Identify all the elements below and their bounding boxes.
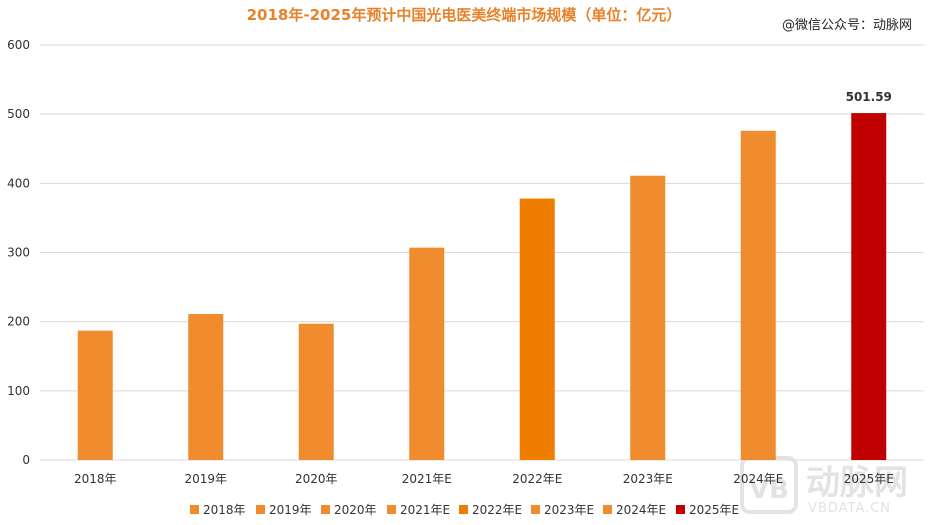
x-tick-label: 2019年 xyxy=(184,472,227,486)
x-tick-label: 2023年E xyxy=(623,472,673,486)
bar xyxy=(851,113,887,460)
bar xyxy=(409,247,445,460)
data-label: 501.59 xyxy=(846,90,892,104)
y-tick-label: 200 xyxy=(7,315,30,329)
watermark-logo-url: VBDATA.CN xyxy=(808,501,891,516)
x-tick-label: 2021年E xyxy=(402,472,452,486)
bars xyxy=(77,113,887,461)
bar xyxy=(519,198,555,461)
bar xyxy=(77,330,113,460)
bar xyxy=(298,323,334,460)
legend-swatch xyxy=(676,505,685,514)
chart-title: 2018年-2025年预计中国光电医美终端市场规模（单位：亿元） xyxy=(247,6,682,24)
legend-swatch xyxy=(321,505,330,514)
watermark-logo: VB 动脉网 VBDATA.CN xyxy=(740,456,908,516)
legend-swatch xyxy=(190,505,199,514)
legend: 2018年 2019年 2020年 2021年E 2022年E 2023年E 2024年E 2… xyxy=(190,503,739,517)
legend-label: 2024年E xyxy=(616,503,666,517)
x-axis: 2018年 2019年 2020年 2021年E 2022年E 2023年E 2024年E 2… xyxy=(74,472,894,486)
x-tick-label: 2025年E xyxy=(844,472,894,486)
gridlines xyxy=(40,44,924,461)
legend-label: 2021年E xyxy=(400,503,450,517)
legend-swatch xyxy=(387,505,396,514)
x-tick-label: 2024年E xyxy=(733,472,783,486)
x-tick-label: 2022年E xyxy=(512,472,562,486)
y-tick-label: 300 xyxy=(7,246,30,260)
bar xyxy=(630,175,666,460)
y-axis: 0 100 200 300 400 500 600 xyxy=(7,38,30,467)
legend-swatch xyxy=(459,505,468,514)
y-tick-label: 500 xyxy=(7,107,30,121)
legend-label: 2019年 xyxy=(269,503,312,517)
watermark-logo-mark-text: VB xyxy=(749,475,789,505)
legend-swatch xyxy=(531,505,540,514)
legend-label: 2020年 xyxy=(334,503,377,517)
legend-label: 2023年E xyxy=(544,503,594,517)
watermark-account-text: @微信公众号：动脉网 xyxy=(782,18,912,33)
legend-swatch xyxy=(603,505,612,514)
bar xyxy=(188,314,224,460)
watermark-logo-text: 动脉网 xyxy=(806,463,908,503)
y-tick-label: 100 xyxy=(7,384,30,398)
y-tick-label: 600 xyxy=(7,38,30,52)
x-tick-label: 2020年 xyxy=(295,472,338,486)
legend-label: 2025年E xyxy=(689,503,739,517)
legend-label: 2022年E xyxy=(472,503,522,517)
x-tick-label: 2018年 xyxy=(74,472,117,486)
y-tick-label: 400 xyxy=(7,176,30,190)
y-tick-label: 0 xyxy=(22,453,30,467)
data-labels: 501.59 xyxy=(846,90,892,104)
bar xyxy=(740,130,776,460)
legend-label: 2018年 xyxy=(203,503,246,517)
legend-swatch xyxy=(256,505,265,514)
